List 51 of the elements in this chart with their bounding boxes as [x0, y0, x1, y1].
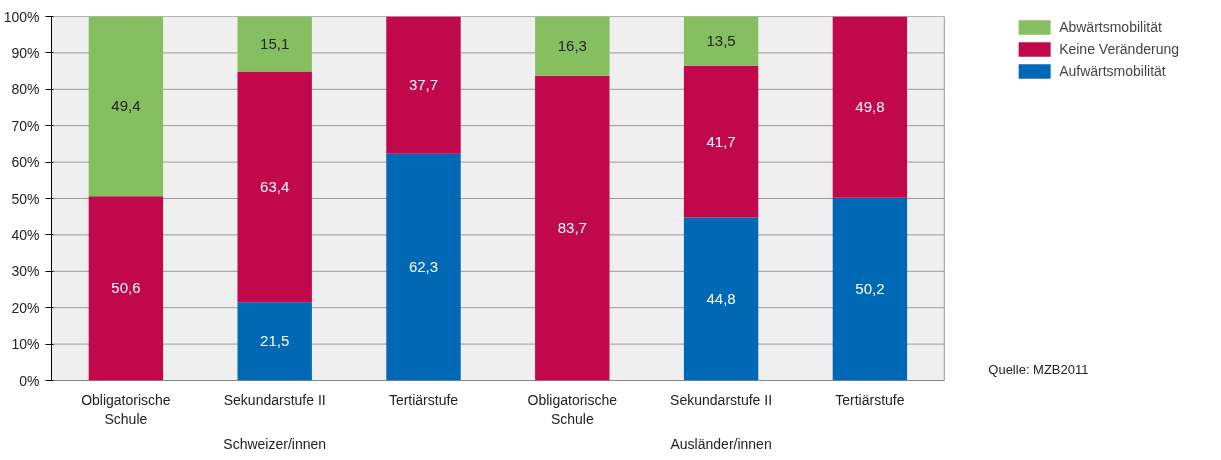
bar	[237, 71, 312, 303]
data-label: 50,6	[111, 279, 141, 297]
y-tick-label: 30%	[11, 263, 40, 280]
y-tick-label: 70%	[11, 117, 40, 134]
y-tick-label: 10%	[11, 336, 40, 353]
x-tick-label: Tertiärstufe	[835, 391, 905, 408]
y-tick-label: 60%	[11, 154, 40, 171]
y-tick-label: 20%	[11, 299, 40, 316]
x-tick-label: Sekundarstufe II	[223, 391, 326, 408]
bar	[535, 75, 610, 381]
data-label: 44,8	[706, 289, 736, 307]
data-label: 63,4	[260, 177, 290, 195]
y-tick-label: 50%	[11, 190, 40, 207]
data-label: 37,7	[408, 76, 439, 94]
bar	[683, 16, 759, 66]
x-tick-label: Obligatorische Schule	[81, 391, 171, 427]
legend-label: Aufwärtsmobilität	[1059, 63, 1166, 79]
text: Schweizer/innen	[223, 435, 327, 452]
bar	[683, 217, 759, 381]
bar	[386, 153, 461, 381]
bar	[237, 16, 312, 72]
bar	[237, 302, 312, 381]
bar	[88, 196, 164, 381]
bar	[683, 65, 759, 218]
data-label: 83,7	[557, 219, 587, 237]
x-tick-label: Obligatorische Schule	[527, 391, 618, 427]
bar	[832, 16, 908, 198]
data-label: 21,5	[260, 332, 290, 350]
legend-label: Abwärtsmobilität	[1059, 19, 1162, 35]
data-label: 13,5	[706, 32, 736, 50]
y-tick-label: 0%	[19, 372, 40, 389]
data-label: 62,3	[408, 258, 439, 276]
data-label: 49,4	[111, 97, 141, 115]
y-tick-label: 80%	[11, 81, 40, 98]
data-label: 16,3	[557, 37, 587, 55]
text: Ausländer/innen	[670, 435, 772, 452]
y-tick-label: 100%	[3, 8, 40, 25]
legend-label: Keine Veränderung	[1059, 41, 1179, 57]
bar	[832, 197, 908, 381]
x-tick-label: Tertiärstufe	[388, 391, 459, 408]
source-note: Quelle: MZB2011	[988, 361, 1089, 377]
data-label: 41,7	[706, 132, 736, 150]
bar	[88, 16, 164, 197]
data-label: 50,2	[855, 280, 885, 298]
y-tick-label: 40%	[11, 226, 40, 243]
data-label: 49,8	[855, 98, 885, 116]
data-label: 15,1	[260, 34, 290, 52]
x-tick-label: Sekundarstufe II	[670, 391, 773, 408]
bar	[386, 16, 461, 154]
y-tick-label: 90%	[11, 44, 40, 61]
bar	[535, 16, 610, 76]
